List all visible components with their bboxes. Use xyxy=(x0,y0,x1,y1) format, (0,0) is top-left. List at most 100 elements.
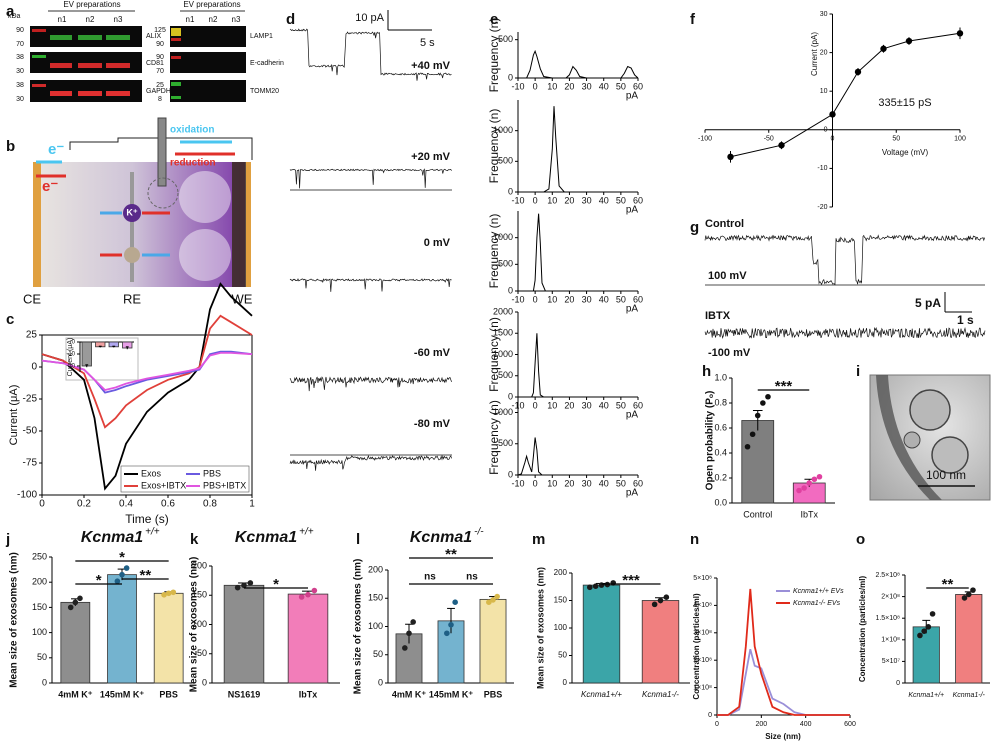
y-tick-label: 150 xyxy=(192,590,207,600)
data-point xyxy=(486,599,492,606)
data-point xyxy=(119,571,125,578)
y-tick-label: 0 xyxy=(378,677,383,687)
protein-label: GAPDH xyxy=(146,88,171,95)
data-point xyxy=(806,480,813,486)
x-tick-label: 400 xyxy=(800,721,812,728)
data-point xyxy=(663,594,670,600)
x-axis-label: Size (nm) xyxy=(765,732,801,741)
panel-label: d xyxy=(286,11,295,28)
y-tick-label: -50 xyxy=(23,426,38,437)
y-tick-label: -100 xyxy=(17,490,37,501)
x-tick-label: PBS xyxy=(484,689,503,699)
x-tick-label: PBS xyxy=(159,689,178,699)
working-electrode-edge xyxy=(246,162,251,287)
ladder-band xyxy=(171,38,181,41)
y-tick-label: 50 xyxy=(197,648,207,658)
data-point xyxy=(929,611,936,617)
legend-label: PBS+IBTX xyxy=(203,480,246,490)
x-tick-label: 10 xyxy=(547,478,557,488)
y-tick-label: 0 xyxy=(508,285,513,295)
x-tick-label: 40 xyxy=(599,195,609,205)
panel-label: e xyxy=(490,11,498,28)
y-tick-label: 100 xyxy=(554,623,568,632)
data-point xyxy=(765,393,771,400)
data-point xyxy=(305,591,311,598)
x-tick-label: 40 xyxy=(599,400,609,410)
significance-label: ns xyxy=(466,572,478,583)
unit-label: kDa xyxy=(8,13,21,20)
data-point xyxy=(829,111,836,118)
y-tick-label: 0 xyxy=(824,127,828,134)
significance-label: * xyxy=(96,572,102,589)
panel-label: g xyxy=(690,219,699,236)
y-tick-label: 500 xyxy=(498,370,513,380)
bar xyxy=(479,598,507,684)
panel-label: a xyxy=(6,3,15,20)
marker: 25 xyxy=(156,82,164,89)
y-tick-label: -20 xyxy=(66,364,75,370)
y-tick-label: 1000 xyxy=(493,125,513,135)
y-tick-label: 100 xyxy=(368,621,383,631)
y-axis-label: Frequency (n) xyxy=(487,18,501,93)
marker: 38 xyxy=(16,82,24,89)
bar xyxy=(641,600,680,684)
legend-label: Exos xyxy=(141,468,162,478)
y-tick-label: 500 xyxy=(498,259,513,269)
y-tick-label: 50 xyxy=(558,651,567,660)
x-tick-label: -100 xyxy=(698,136,712,143)
x-tick-label: Kcnma1-/- xyxy=(953,692,986,699)
x-tick-label: 0 xyxy=(533,400,538,410)
current-trace xyxy=(289,454,452,471)
condition-label: IBTX xyxy=(705,310,731,322)
significance-label: ** xyxy=(445,546,457,563)
scale-label: 100 nm xyxy=(926,468,966,482)
x-tick-label: 30 xyxy=(582,294,592,304)
y-tick-label: 0 xyxy=(508,469,513,479)
band xyxy=(50,91,72,96)
vesicle xyxy=(903,431,921,449)
y-tick-label: 1000 xyxy=(493,349,513,359)
y-tick-label: 20 xyxy=(820,49,828,56)
x-tick-label: -10 xyxy=(511,294,524,304)
data-point xyxy=(744,443,751,450)
voltage-label: 0 mV xyxy=(424,237,451,249)
x-tick-label: IbTx xyxy=(800,509,818,519)
y-tick-label: 2×10⁸ xyxy=(693,657,712,664)
y-tick-label: 0 xyxy=(31,362,37,373)
x-tick-label: 60 xyxy=(633,400,643,410)
x-tick-label: 0 xyxy=(533,81,538,91)
marker: 125 xyxy=(154,27,166,34)
x-tick-label: 20 xyxy=(564,478,574,488)
y-axis-label: Frequency (n) xyxy=(487,214,501,289)
voltage-label: -80 mV xyxy=(414,418,451,430)
x-tick-label: 4mM K⁺ xyxy=(392,689,427,699)
data-point xyxy=(444,630,450,637)
data-point xyxy=(452,599,458,606)
patch xyxy=(147,177,179,209)
lane-label: n1 xyxy=(186,15,195,24)
x-tick-label: 40 xyxy=(599,81,609,91)
data-point xyxy=(161,592,167,598)
band xyxy=(106,35,130,40)
voltage-label: -60 mV xyxy=(414,347,451,359)
protein-label: E-cadherin xyxy=(250,60,284,67)
marker: 30 xyxy=(16,68,24,75)
data-point xyxy=(586,584,593,591)
x-tick-label: 10 xyxy=(547,195,557,205)
y-axis-label: Mean size of exosomes (nm) xyxy=(9,552,20,688)
y-axis-label: Current (μA) xyxy=(8,385,20,446)
line xyxy=(717,588,850,716)
bar xyxy=(107,574,137,684)
marker: 90 xyxy=(16,27,24,34)
x-tick-label: 10 xyxy=(547,400,557,410)
line xyxy=(717,648,850,716)
data-point xyxy=(778,142,785,149)
y-tick-label: 0.6 xyxy=(714,422,727,432)
y-tick-label: 5×10⁸ xyxy=(693,575,712,582)
data-point xyxy=(311,587,318,594)
vesicle xyxy=(931,436,969,474)
y-tick-label: 0.0 xyxy=(714,497,727,507)
y-axis-label: Current (μA) xyxy=(67,338,74,377)
legend-label: Exos+IBTX xyxy=(141,480,186,490)
